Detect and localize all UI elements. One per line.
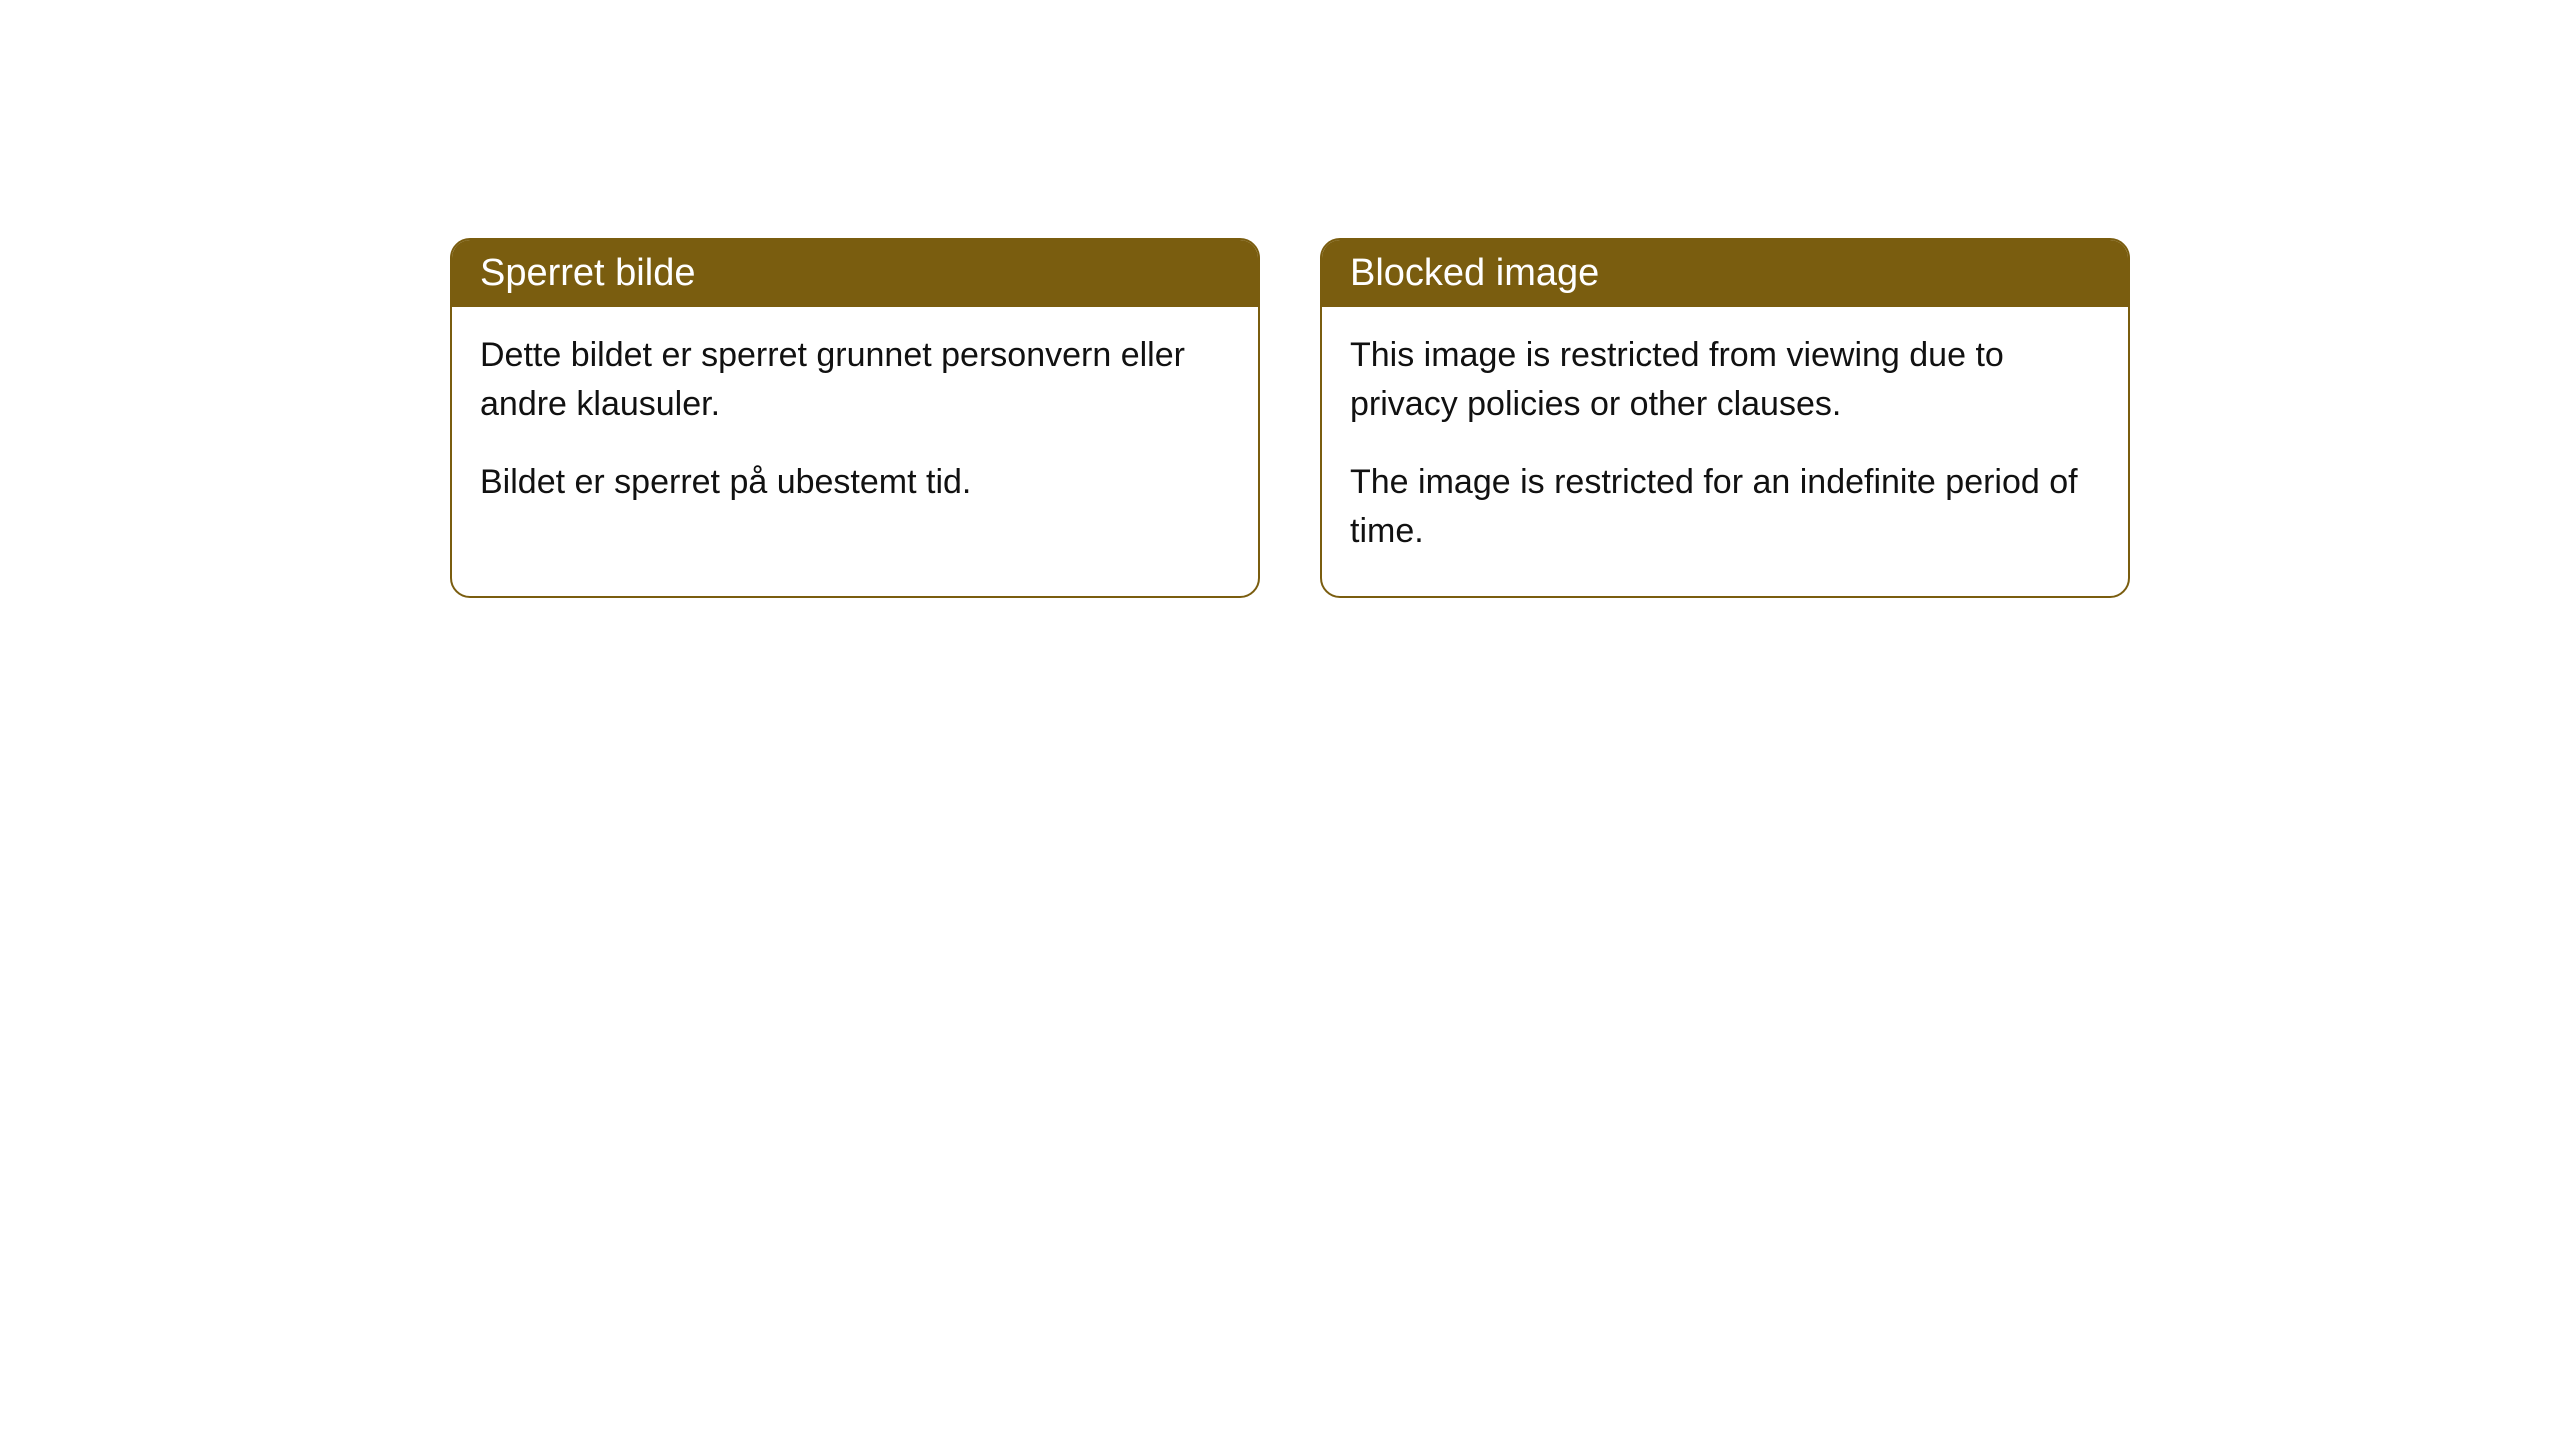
card-paragraph-1: This image is restricted from viewing du… <box>1350 331 2100 430</box>
card-title: Blocked image <box>1350 252 1599 294</box>
card-paragraph-2: Bildet er sperret på ubestemt tid. <box>480 458 1230 507</box>
card-body-norwegian: Dette bildet er sperret grunnet personve… <box>452 307 1258 547</box>
card-body-english: This image is restricted from viewing du… <box>1322 307 2128 596</box>
message-cards-container: Sperret bilde Dette bildet er sperret gr… <box>450 238 2130 598</box>
card-paragraph-2: The image is restricted for an indefinit… <box>1350 458 2100 557</box>
card-paragraph-1: Dette bildet er sperret grunnet personve… <box>480 331 1230 430</box>
blocked-image-card-norwegian: Sperret bilde Dette bildet er sperret gr… <box>450 238 1260 598</box>
card-header-norwegian: Sperret bilde <box>452 240 1258 307</box>
card-title: Sperret bilde <box>480 252 695 294</box>
card-header-english: Blocked image <box>1322 240 2128 307</box>
blocked-image-card-english: Blocked image This image is restricted f… <box>1320 238 2130 598</box>
